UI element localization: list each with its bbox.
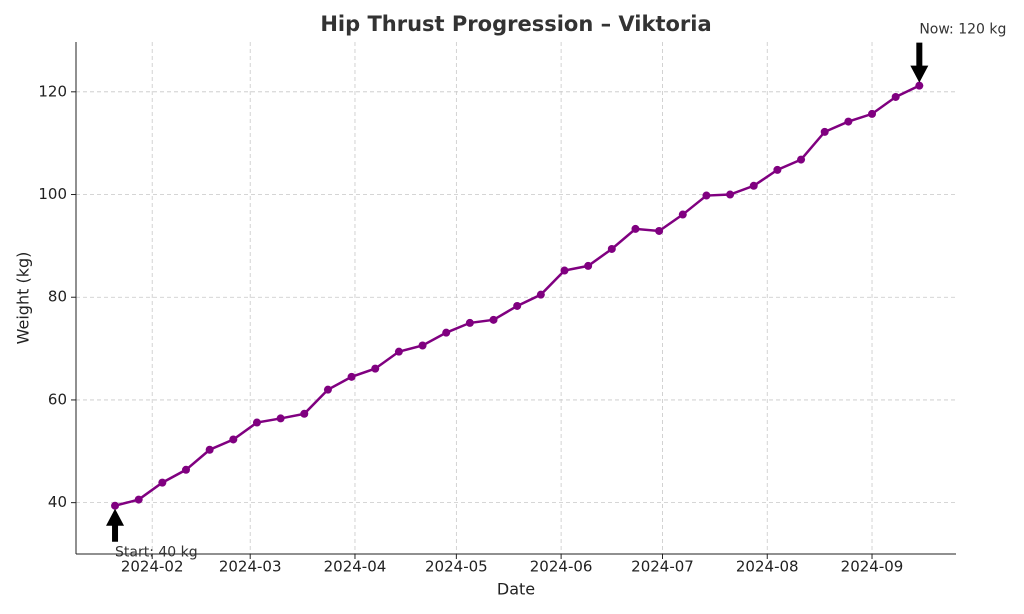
point (536, 290, 545, 299)
x-tick-label: 2024-07 (631, 558, 694, 576)
point (915, 81, 924, 90)
point (111, 501, 120, 510)
point (134, 495, 143, 504)
x-tick-label: 2024-02 (121, 558, 184, 576)
point (465, 318, 474, 327)
point (347, 372, 356, 381)
point (300, 409, 309, 418)
x-tick-label: 2024-09 (841, 558, 904, 576)
point (252, 418, 261, 427)
point (276, 414, 285, 423)
x-tick-label: 2024-08 (736, 558, 799, 576)
y-tick-label: 80 (48, 288, 67, 306)
line (114, 84, 920, 507)
point (489, 315, 498, 324)
point (868, 109, 877, 118)
x-tick-label: 2024-04 (324, 558, 387, 576)
arrow (910, 42, 929, 83)
point (678, 210, 687, 219)
y-tick-label: 120 (38, 82, 67, 100)
y-tick-label: 60 (48, 390, 67, 408)
point (773, 165, 782, 174)
point (726, 190, 735, 199)
point (631, 224, 640, 233)
point (749, 181, 758, 190)
y-axis-label: Weight (kg) (14, 252, 33, 345)
point (158, 478, 167, 487)
chart-title: Hip Thrust Progression – Viktoria (320, 12, 711, 36)
x-tick-label: 2024-05 (425, 558, 488, 576)
point (702, 191, 711, 200)
point (371, 364, 380, 373)
x-tick-label: 2024-06 (530, 558, 593, 576)
point (655, 226, 664, 235)
annotation: Now: 120 kg (919, 22, 1006, 38)
x-tick-label: 2024-03 (219, 558, 282, 576)
point (891, 92, 900, 101)
point (418, 341, 427, 350)
y-tick-label: 100 (38, 185, 67, 203)
point (513, 301, 522, 310)
point (797, 155, 806, 164)
point (182, 465, 190, 474)
point (584, 261, 593, 270)
point (442, 328, 451, 337)
point (820, 127, 829, 136)
point (607, 244, 616, 253)
annotation: Start: 40 kg (115, 545, 198, 561)
point (394, 347, 403, 356)
point (323, 385, 332, 394)
point (560, 266, 569, 275)
arrow (106, 508, 125, 542)
point (205, 445, 214, 454)
x-axis-label: Date (497, 580, 535, 599)
point (229, 435, 238, 444)
point (844, 117, 853, 126)
y-tick-label: 40 (48, 493, 67, 511)
